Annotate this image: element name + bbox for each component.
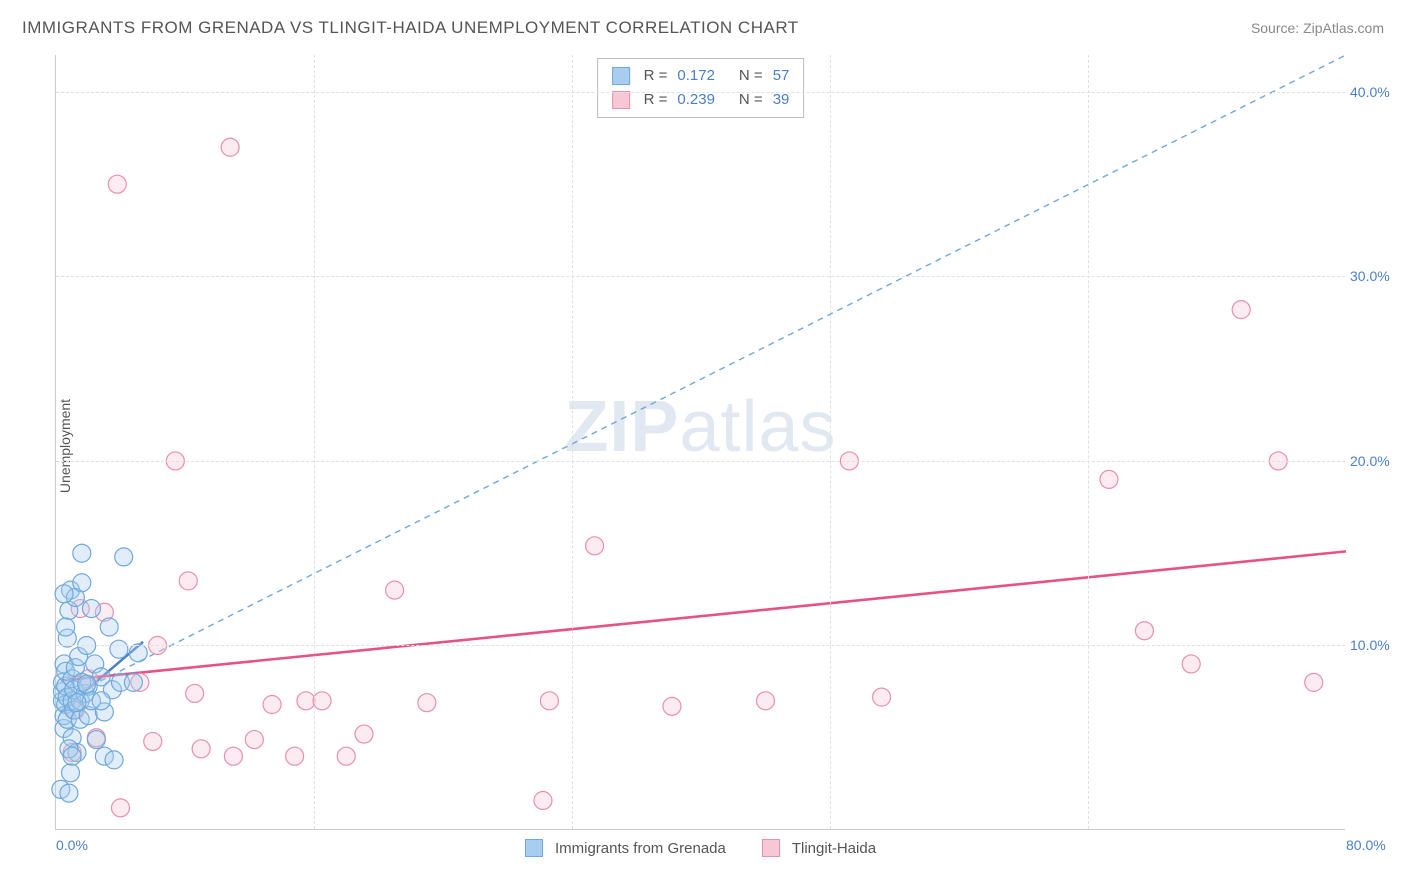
data-point-grenada	[57, 618, 75, 636]
grid-line-v	[572, 55, 573, 829]
data-point-tlingit	[1135, 622, 1153, 640]
y-tick-label: 40.0%	[1350, 84, 1405, 100]
data-point-grenada	[68, 694, 86, 712]
data-point-grenada	[115, 548, 133, 566]
source-label: Source:	[1251, 20, 1299, 36]
data-point-grenada	[82, 600, 100, 618]
grid-line-v	[1088, 55, 1089, 829]
legend-swatch	[612, 67, 630, 85]
data-point-tlingit	[1232, 301, 1250, 319]
grid-line-h	[56, 645, 1345, 646]
data-point-tlingit	[245, 731, 263, 749]
stat-legend: R =0.172N =57R =0.239N =39	[597, 58, 805, 118]
data-point-tlingit	[1100, 470, 1118, 488]
data-point-tlingit	[757, 692, 775, 710]
legend-label: Tlingit-Haida	[792, 840, 876, 857]
data-point-tlingit	[221, 138, 239, 156]
legend-label: Immigrants from Grenada	[555, 840, 726, 857]
data-point-grenada	[129, 644, 147, 662]
stat-legend-row-grenada: R = 0.172 N = 57	[612, 64, 790, 88]
data-point-grenada	[62, 764, 80, 782]
grid-line-h	[56, 276, 1345, 277]
data-point-tlingit	[186, 684, 204, 702]
data-point-grenada	[55, 585, 73, 603]
data-point-tlingit	[179, 572, 197, 590]
data-point-tlingit	[192, 740, 210, 758]
legend-swatch	[525, 839, 543, 857]
reference-line	[61, 55, 1346, 701]
data-point-tlingit	[286, 747, 304, 765]
scatter-svg	[56, 55, 1345, 829]
data-point-tlingit	[337, 747, 355, 765]
chart-title: IMMIGRANTS FROM GRENADA VS TLINGIT-HAIDA…	[22, 18, 799, 38]
series-legend: Immigrants from Grenada Tlingit-Haida	[56, 839, 1345, 857]
x-tick-label: 80.0%	[1346, 837, 1395, 853]
data-point-tlingit	[224, 747, 242, 765]
data-point-tlingit	[1182, 655, 1200, 673]
data-point-tlingit	[418, 694, 436, 712]
y-tick-label: 20.0%	[1350, 453, 1405, 469]
grid-line-h	[56, 461, 1345, 462]
legend-swatch	[612, 91, 630, 109]
stat-n-value: 57	[773, 64, 790, 88]
data-point-tlingit	[263, 696, 281, 714]
y-tick-label: 30.0%	[1350, 268, 1405, 284]
source-attribution: Source: ZipAtlas.com	[1251, 20, 1384, 36]
data-point-tlingit	[586, 537, 604, 555]
data-point-tlingit	[540, 692, 558, 710]
data-point-grenada	[73, 574, 91, 592]
legend-item-grenada: Immigrants from Grenada	[525, 839, 726, 857]
legend-swatch	[762, 839, 780, 857]
data-point-tlingit	[873, 688, 891, 706]
grid-line-h	[56, 92, 1345, 93]
data-point-tlingit	[108, 175, 126, 193]
data-point-tlingit	[534, 791, 552, 809]
data-point-tlingit	[112, 799, 130, 817]
data-point-tlingit	[1305, 673, 1323, 691]
data-point-grenada	[73, 544, 91, 562]
data-point-tlingit	[663, 697, 681, 715]
grid-line-v	[830, 55, 831, 829]
data-point-tlingit	[297, 692, 315, 710]
data-point-grenada	[92, 692, 110, 710]
source-name: ZipAtlas.com	[1303, 20, 1384, 36]
data-point-grenada	[60, 784, 78, 802]
trend-line-tlingit	[61, 551, 1346, 680]
stat-r-label: R =	[644, 64, 668, 88]
data-point-grenada	[110, 640, 128, 658]
data-point-grenada	[87, 731, 105, 749]
data-point-grenada	[100, 618, 118, 636]
data-point-grenada	[78, 675, 96, 693]
grid-line-v	[314, 55, 315, 829]
chart-plot-area: ZIPatlas R =0.172N =57R =0.239N =39 Immi…	[55, 55, 1345, 830]
data-point-tlingit	[313, 692, 331, 710]
data-point-tlingit	[386, 581, 404, 599]
stat-n-label: N =	[739, 64, 763, 88]
data-point-grenada	[63, 747, 81, 765]
data-point-grenada	[124, 673, 142, 691]
x-tick-label: 0.0%	[56, 837, 88, 853]
data-point-grenada	[105, 751, 123, 769]
data-point-tlingit	[355, 725, 373, 743]
stat-r-value: 0.172	[677, 64, 715, 88]
data-point-tlingit	[144, 732, 162, 750]
legend-item-tlingit: Tlingit-Haida	[762, 839, 876, 857]
y-tick-label: 10.0%	[1350, 637, 1405, 653]
